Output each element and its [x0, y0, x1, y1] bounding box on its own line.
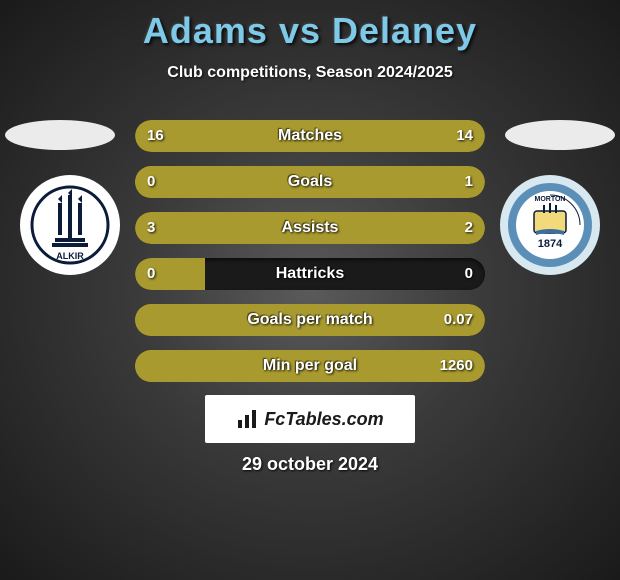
page-title: Adams vs Delaney: [0, 0, 620, 52]
stat-value-left: 3: [147, 212, 155, 244]
stat-row: Hattricks0 0: [135, 258, 485, 290]
left-ellipse-shadow: [5, 120, 115, 150]
stat-label: Assists: [135, 212, 485, 244]
left-club-logo: ALKIR: [20, 175, 120, 275]
stat-value-right: 2: [465, 212, 473, 244]
stat-label: Goals per match: [135, 304, 485, 336]
stat-row: Assists3 2: [135, 212, 485, 244]
chart-icon: [236, 408, 258, 430]
stat-label: Goals: [135, 166, 485, 198]
svg-text:ALKIR: ALKIR: [56, 251, 84, 261]
stat-row: Matches16 14: [135, 120, 485, 152]
stat-label: Hattricks: [135, 258, 485, 290]
stat-value-left: 16: [147, 120, 164, 152]
fctables-brand: FcTables.com: [205, 395, 415, 443]
stat-value-left: 0: [147, 258, 155, 290]
morton-crest-icon: MORTON 1874: [506, 181, 594, 269]
brand-text: FcTables.com: [264, 409, 383, 430]
stat-value-left: 0: [147, 166, 155, 198]
stat-row: Goals per match0.07: [135, 304, 485, 336]
stat-label: Matches: [135, 120, 485, 152]
right-club-logo: MORTON 1874: [500, 175, 600, 275]
footer-date: 29 october 2024: [0, 454, 620, 475]
stat-row: Goals0 1: [135, 166, 485, 198]
svg-text:MORTON: MORTON: [535, 196, 566, 203]
stat-label: Min per goal: [135, 350, 485, 382]
stat-value-right: 14: [456, 120, 473, 152]
page-subtitle: Club competitions, Season 2024/2025: [0, 64, 620, 82]
falkirk-crest-icon: ALKIR: [30, 185, 110, 265]
stat-value-right: 1: [465, 166, 473, 198]
stat-value-right: 0.07: [444, 304, 473, 336]
stat-value-right: 0: [465, 258, 473, 290]
comparison-bars: Matches1614Goals01Assists32Hattricks00Go…: [135, 120, 485, 396]
stat-row: Min per goal1260: [135, 350, 485, 382]
right-ellipse-shadow: [505, 120, 615, 150]
svg-text:1874: 1874: [538, 238, 563, 250]
stat-value-right: 1260: [440, 350, 473, 382]
